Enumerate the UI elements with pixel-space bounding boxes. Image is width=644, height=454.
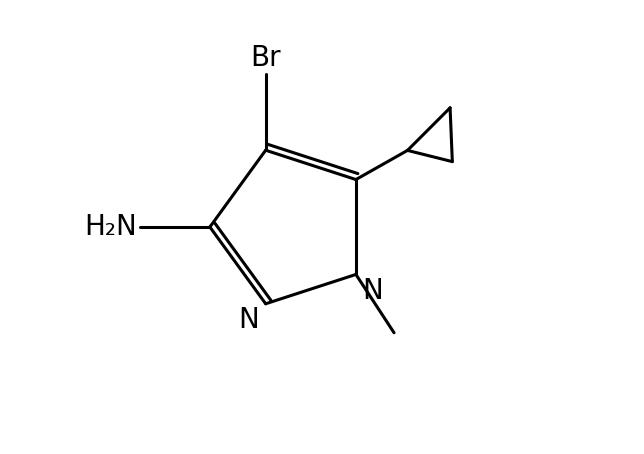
Text: H₂N: H₂N	[84, 213, 137, 241]
Text: N: N	[363, 276, 383, 305]
Text: Br: Br	[251, 44, 281, 72]
Text: N: N	[238, 306, 259, 334]
